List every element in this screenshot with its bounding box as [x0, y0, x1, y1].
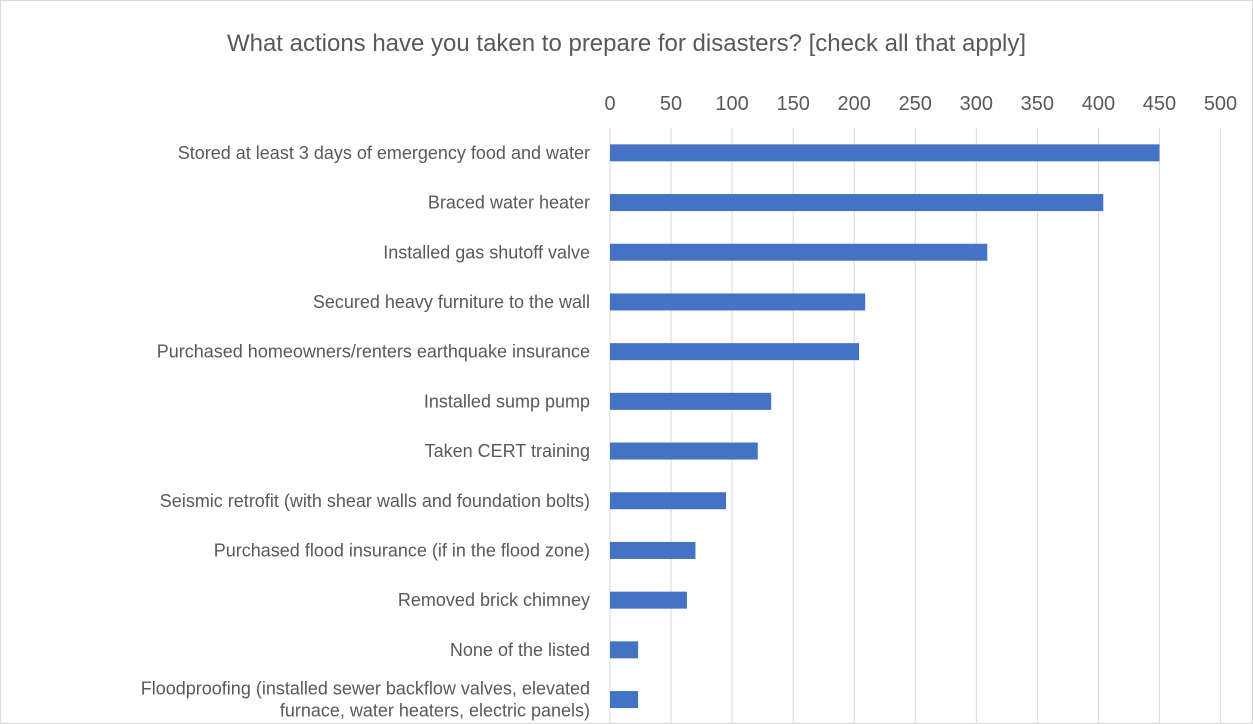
x-tick-label: 100	[715, 93, 748, 115]
category-label: Removed brick chimney	[398, 590, 590, 610]
chart-title: What actions have you taken to prepare f…	[226, 30, 1027, 57]
x-tick-label: 400	[1082, 93, 1115, 115]
category-label: Installed sump pump	[424, 391, 590, 411]
x-tick-label: 350	[1021, 93, 1054, 115]
bar	[610, 591, 687, 609]
x-tick-label: 250	[899, 93, 932, 115]
bar	[610, 243, 988, 261]
category-label: Secured heavy furniture to the wall	[313, 292, 590, 312]
category-label: Taken CERT training	[425, 441, 590, 461]
bar	[610, 691, 639, 709]
x-tick-label: 450	[1143, 93, 1176, 115]
bar	[610, 442, 758, 460]
bar	[610, 194, 1104, 212]
bar	[610, 641, 639, 659]
bar	[610, 343, 860, 361]
category-label: Installed gas shutoff valve	[383, 242, 590, 262]
category-label: None of the listed	[450, 640, 590, 660]
x-tick-label: 50	[660, 93, 682, 115]
x-tick-label: 300	[960, 93, 993, 115]
category-label: Purchased homeowners/renters earthquake …	[157, 342, 590, 362]
bar	[610, 492, 726, 510]
x-tick-label: 0	[604, 93, 615, 115]
x-tick-label: 200	[838, 93, 871, 115]
category-label: Purchased flood insurance (if in the flo…	[214, 540, 590, 560]
category-label: Stored at least 3 days of emergency food…	[178, 143, 590, 163]
category-label: Braced water heater	[428, 193, 590, 213]
category-label: furnace, water heaters, electric panels)	[280, 701, 590, 721]
category-label: Floodproofing (installed sewer backflow …	[141, 679, 590, 699]
bar	[610, 293, 866, 311]
bar	[610, 392, 772, 410]
category-label: Seismic retrofit (with shear walls and f…	[160, 491, 590, 511]
bar	[610, 541, 696, 559]
bar	[610, 144, 1160, 162]
x-tick-label: 500	[1204, 93, 1237, 115]
x-tick-label: 150	[776, 93, 809, 115]
